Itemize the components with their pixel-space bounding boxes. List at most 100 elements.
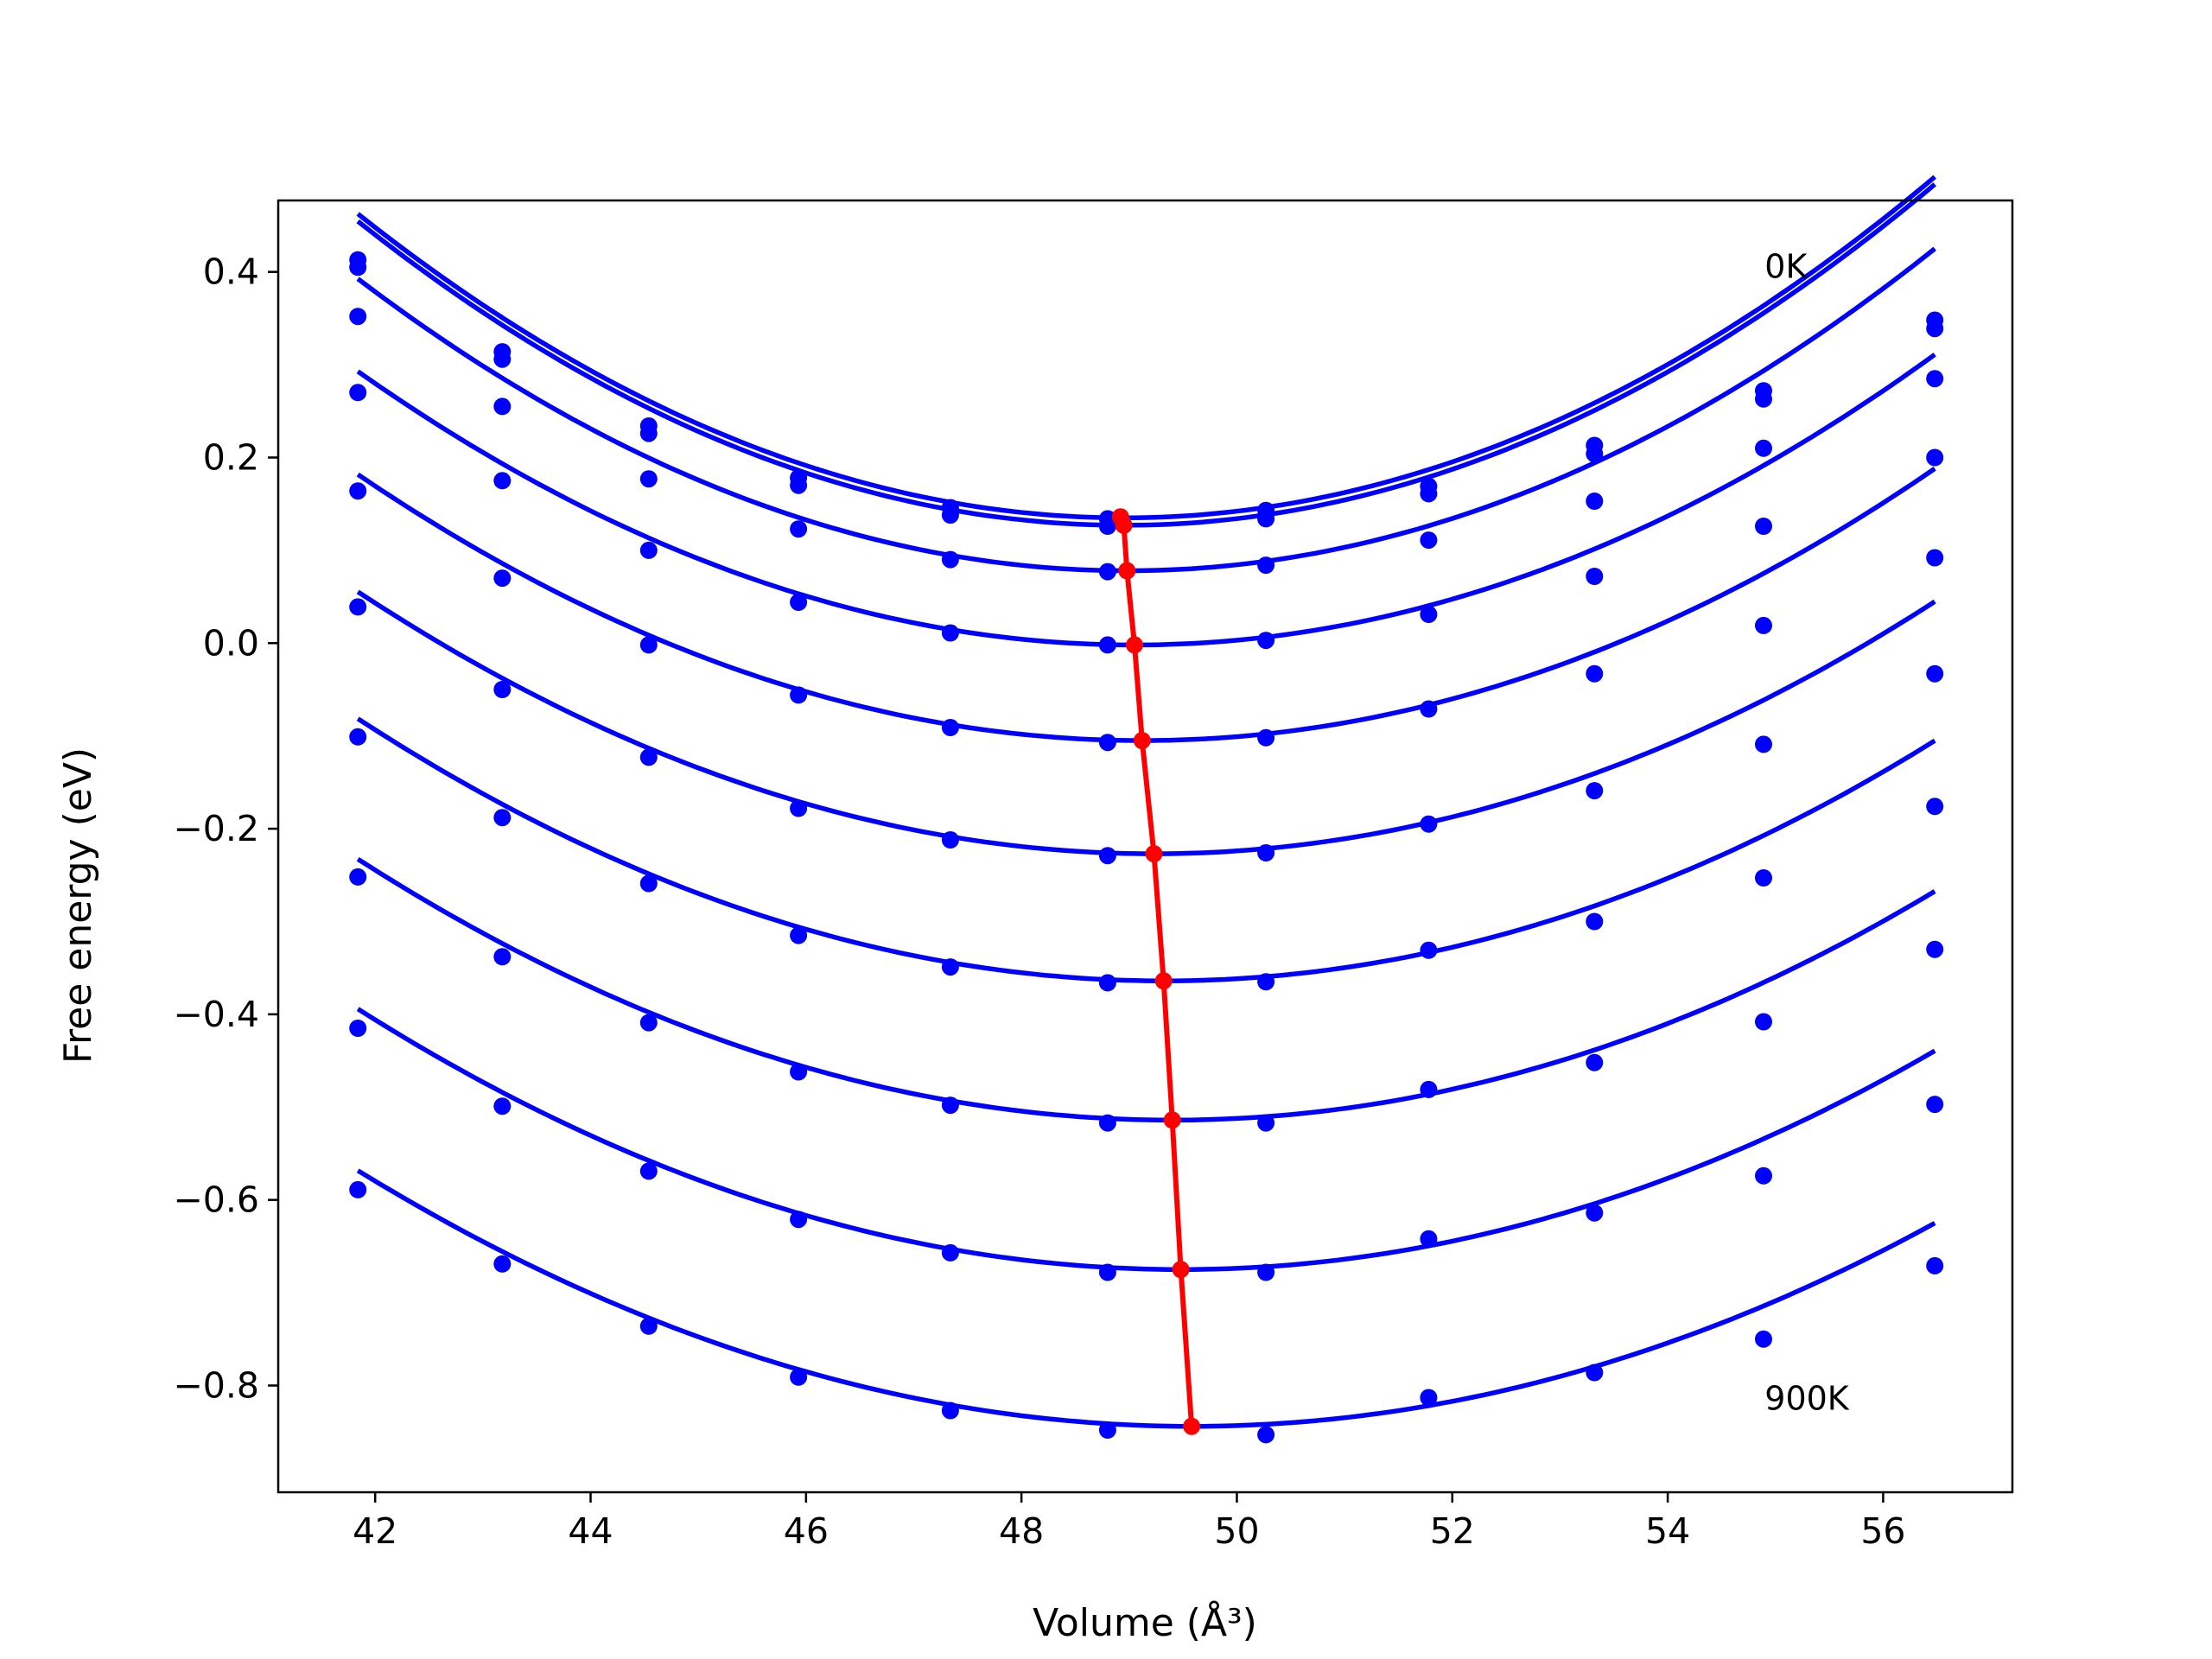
- series-10-point-11: [1926, 1256, 1944, 1274]
- series-10-point-2: [493, 1255, 512, 1273]
- series-9-point-2: [493, 1097, 512, 1116]
- series-9-point-4: [790, 1211, 808, 1229]
- series-3-point-11: [1926, 370, 1944, 388]
- series-5-point-11: [1926, 549, 1944, 567]
- equilibrium-point-2: [1115, 516, 1133, 534]
- series-4-point-3: [639, 541, 658, 559]
- series-6-point-4: [790, 799, 808, 817]
- y-tick-label-3: −0.2: [173, 808, 259, 849]
- series-4-point-8: [1420, 606, 1438, 623]
- series-10-fit-line: [356, 1168, 1936, 1429]
- series-8-point-1: [349, 868, 367, 886]
- series-8-point-7: [1257, 1114, 1275, 1132]
- series-8-point-9: [1586, 1053, 1604, 1071]
- series-10-point-3: [639, 1317, 658, 1335]
- series-6-point-10: [1755, 735, 1772, 753]
- series-9-point-6: [1098, 1263, 1116, 1281]
- series-10-point-5: [941, 1402, 959, 1420]
- series-6-point-9: [1586, 782, 1604, 800]
- series-5-point-2: [493, 569, 512, 588]
- x-tick-label-48: 48: [999, 1510, 1044, 1552]
- series-8-point-11: [1926, 940, 1944, 958]
- series-4-point-9: [1586, 568, 1604, 585]
- y-tick-label-6: 0.4: [203, 251, 259, 293]
- equilibrium-point-9: [1172, 1261, 1190, 1279]
- annotation-1: 0K: [1764, 247, 1808, 285]
- series-6-point-8: [1420, 815, 1438, 833]
- series-5-point-6: [1098, 734, 1116, 752]
- series-2-point-3: [639, 424, 658, 442]
- series-10-point-8: [1420, 1389, 1438, 1407]
- x-tick-label-46: 46: [784, 1510, 829, 1552]
- series-4-point-2: [493, 472, 512, 490]
- series-2-point-8: [1420, 485, 1438, 503]
- series-7-point-5: [941, 958, 959, 976]
- series-5-point-8: [1420, 700, 1438, 718]
- series-8-fit-line: [356, 856, 1936, 1123]
- series-10-point-1: [349, 1180, 367, 1198]
- series-2-point-7: [1257, 510, 1275, 528]
- series-7-point-2: [493, 809, 512, 827]
- series-8-point-6: [1098, 1114, 1116, 1132]
- series-5-point-5: [941, 719, 959, 736]
- series-10-point-4: [790, 1368, 808, 1386]
- series-4-point-1: [349, 384, 367, 402]
- series-9: [349, 1007, 1944, 1281]
- series-3-point-6: [1098, 563, 1116, 581]
- series-7-point-10: [1755, 869, 1772, 887]
- y-tick-label-2: −0.4: [173, 994, 259, 1035]
- equilibrium-point-6: [1145, 845, 1163, 863]
- series-5-point-4: [790, 686, 808, 704]
- y-tick-label-4: 0.0: [203, 622, 259, 664]
- x-tick-label-52: 52: [1430, 1510, 1475, 1552]
- series-9-point-8: [1420, 1230, 1438, 1248]
- x-tick-label-56: 56: [1860, 1510, 1905, 1552]
- series-8-point-2: [493, 948, 512, 966]
- equilibrium-point-4: [1126, 636, 1143, 654]
- series-5-point-9: [1586, 664, 1604, 683]
- series-1-fit-line: [356, 175, 1936, 521]
- equilibrium-point-7: [1154, 972, 1173, 990]
- series-7-point-7: [1257, 973, 1275, 991]
- series-9-fit-line: [356, 1007, 1936, 1272]
- series-8-point-3: [639, 1014, 658, 1032]
- series-4-point-7: [1257, 632, 1275, 650]
- series-6-point-7: [1257, 844, 1275, 861]
- series-3-point-8: [1420, 531, 1438, 550]
- series-3-point-1: [349, 308, 367, 326]
- x-tick-label-50: 50: [1214, 1510, 1259, 1552]
- series-3-fit-line: [356, 246, 1936, 574]
- series-2-point-9: [1586, 445, 1604, 463]
- series-7-point-11: [1926, 798, 1944, 816]
- y-tick-label-1: −0.6: [173, 1179, 259, 1221]
- series-5-point-3: [639, 636, 658, 654]
- y-axis-ticks: −0.8 −0.6 −0.4 −0.2 0.0 0.2 0.4: [173, 251, 278, 1406]
- series-6-point-1: [349, 598, 367, 616]
- series-7-fit-line: [356, 716, 1936, 983]
- series-2-point-4: [790, 476, 808, 494]
- series-2-point-1: [349, 258, 367, 276]
- series-6-point-3: [639, 748, 658, 766]
- series-3-point-4: [790, 520, 808, 538]
- annotation-2: 900K: [1764, 1380, 1850, 1418]
- equilibrium-point-3: [1118, 562, 1136, 580]
- series-7-point-1: [349, 728, 367, 746]
- series-10-point-10: [1755, 1330, 1772, 1348]
- series-10-point-6: [1098, 1421, 1116, 1439]
- series-5-point-10: [1755, 616, 1772, 634]
- series-9-point-3: [639, 1162, 658, 1180]
- series-7-point-6: [1098, 974, 1116, 992]
- equilibrium-series: [1111, 508, 1201, 1435]
- equilibrium-line: [1118, 516, 1195, 1427]
- series-4: [349, 353, 1944, 654]
- series-3-point-7: [1257, 556, 1275, 575]
- x-axis-label: Volume (Å³): [1033, 1599, 1257, 1645]
- series-7-point-3: [639, 874, 658, 893]
- series-2-point-11: [1926, 320, 1944, 338]
- series-4-point-6: [1098, 636, 1116, 654]
- series-2-point-10: [1755, 390, 1772, 408]
- y-tick-label-0: −0.8: [173, 1364, 259, 1406]
- x-tick-label-42: 42: [353, 1510, 397, 1552]
- series-9-point-10: [1755, 1166, 1772, 1185]
